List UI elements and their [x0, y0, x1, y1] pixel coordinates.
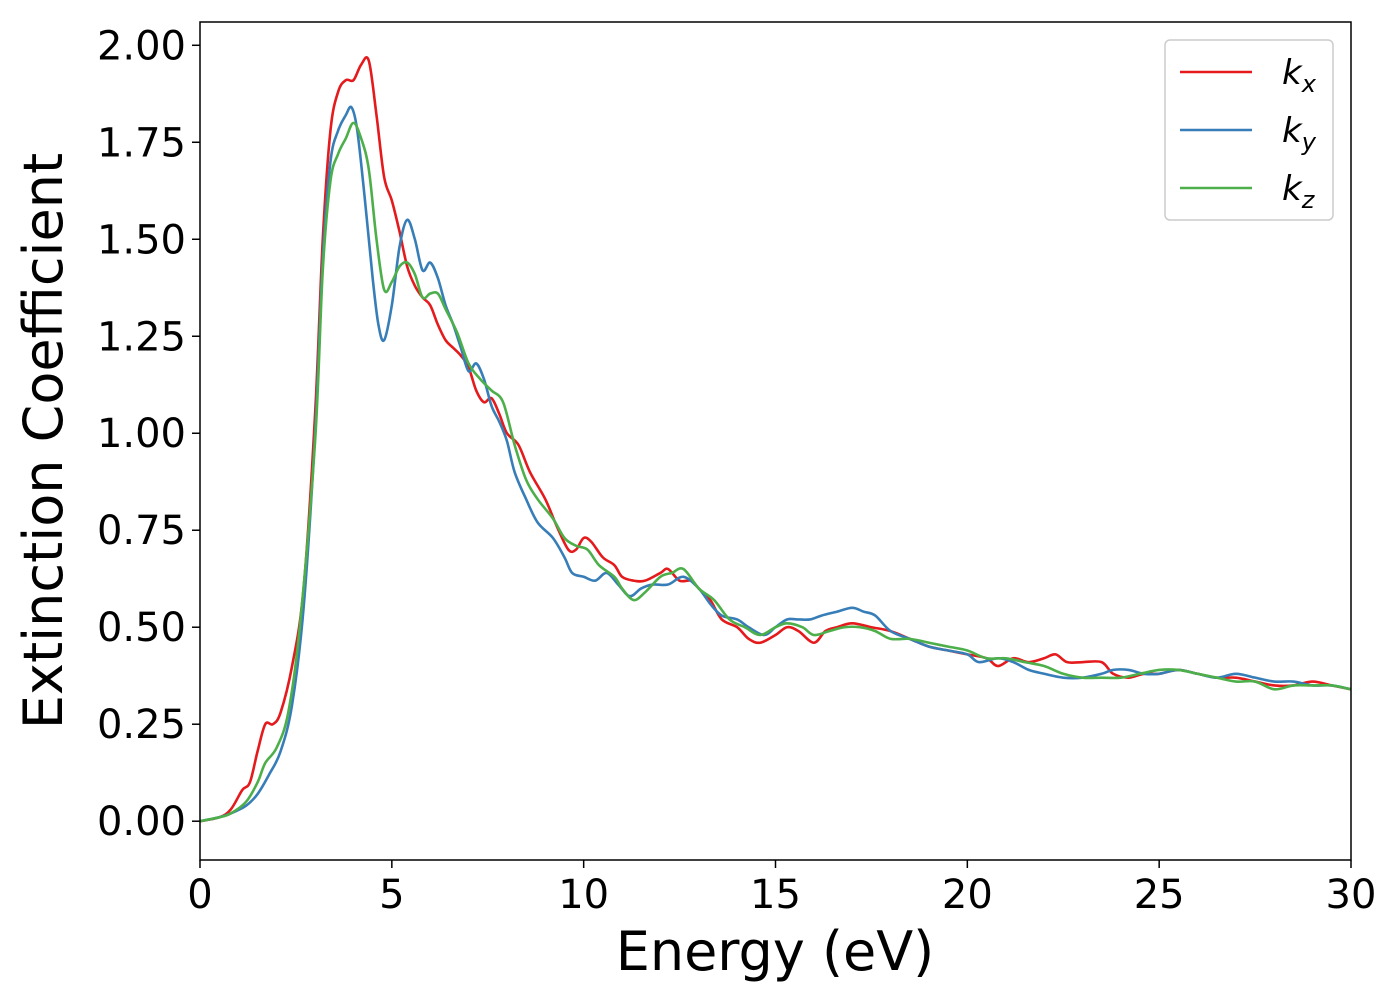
y-tick-label: 1.25: [97, 314, 186, 360]
series-line-k-z: [199, 121, 1352, 823]
x-tick-label: 15: [750, 872, 801, 918]
x-tick-label: 10: [558, 872, 609, 918]
y-tick-label: 0.50: [97, 605, 186, 651]
legend-label: ky: [1282, 111, 1317, 156]
legend: kx ky kz: [1164, 39, 1334, 221]
x-tick-label: 5: [379, 872, 404, 918]
x-axis: 0 5 10 15 20 25 30: [187, 860, 1376, 918]
y-tick-label: 0.00: [97, 799, 186, 845]
y-tick-label: 0.75: [97, 508, 186, 554]
y-tick-label: 1.50: [97, 217, 186, 263]
x-tick-label: 20: [942, 872, 993, 918]
y-tick-label: 0.25: [97, 702, 186, 748]
y-axis: 0.00 0.25 0.50 0.75 1.00 1.25 1.50 1.75 2.00: [97, 23, 200, 845]
x-tick-label: 0: [187, 872, 212, 918]
x-tick-label: 25: [1134, 872, 1185, 918]
x-tick-label: 30: [1326, 872, 1377, 918]
x-axis-label: Energy (eV): [616, 920, 935, 983]
y-axis-label: Extinction Coefficient: [12, 153, 75, 729]
legend-label: kz: [1282, 169, 1316, 214]
y-tick-label: 2.00: [97, 23, 186, 69]
y-tick-label: 1.00: [97, 411, 186, 457]
y-tick-label: 1.75: [97, 120, 186, 166]
legend-label: kx: [1282, 53, 1317, 98]
series-line-k-x: [199, 56, 1352, 823]
series-layer: [199, 56, 1352, 823]
